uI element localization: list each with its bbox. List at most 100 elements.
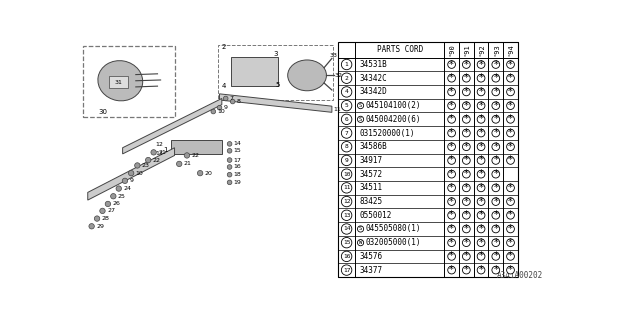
Text: 5: 5: [275, 82, 280, 88]
Text: 16: 16: [343, 254, 350, 259]
Text: 9: 9: [345, 158, 348, 163]
Text: *: *: [493, 210, 498, 220]
Text: *: *: [479, 224, 483, 234]
Text: *: *: [449, 128, 454, 138]
Text: 15: 15: [343, 240, 350, 245]
Circle shape: [492, 239, 500, 246]
Circle shape: [211, 109, 216, 114]
Text: 13: 13: [155, 151, 163, 156]
Text: 34572: 34572: [359, 170, 382, 179]
Text: 34342D: 34342D: [359, 87, 387, 96]
Circle shape: [448, 88, 456, 96]
Circle shape: [448, 170, 456, 178]
Circle shape: [492, 252, 500, 260]
Text: 13: 13: [343, 213, 350, 218]
Text: *: *: [449, 169, 454, 179]
Circle shape: [227, 148, 232, 153]
Text: 31: 31: [115, 80, 123, 85]
Text: *: *: [464, 156, 468, 165]
Text: *: *: [464, 196, 468, 207]
Text: *: *: [508, 196, 513, 207]
Text: *: *: [479, 169, 483, 179]
Text: 16: 16: [234, 164, 241, 170]
Text: *: *: [449, 73, 454, 83]
Circle shape: [477, 88, 485, 96]
Circle shape: [448, 102, 456, 109]
Text: 032005000(1): 032005000(1): [365, 238, 420, 247]
Text: *: *: [493, 183, 498, 193]
Polygon shape: [88, 148, 175, 200]
Text: 17: 17: [343, 268, 350, 273]
Text: *: *: [464, 265, 468, 275]
Text: 10: 10: [217, 109, 225, 114]
Text: *: *: [479, 128, 483, 138]
Text: *: *: [493, 265, 498, 275]
Text: *: *: [508, 128, 513, 138]
Circle shape: [448, 61, 456, 68]
Text: *: *: [508, 60, 513, 69]
Circle shape: [448, 225, 456, 233]
Text: 21: 21: [158, 150, 166, 155]
Text: *: *: [508, 183, 513, 193]
Text: 27: 27: [107, 208, 115, 213]
Text: *: *: [464, 100, 468, 111]
Text: '93: '93: [493, 44, 499, 56]
Circle shape: [448, 116, 456, 123]
Circle shape: [341, 155, 352, 166]
Circle shape: [341, 210, 352, 220]
Text: *: *: [464, 128, 468, 138]
Text: *: *: [493, 196, 498, 207]
Text: 14: 14: [234, 141, 241, 146]
Text: 7: 7: [230, 96, 234, 101]
Circle shape: [492, 88, 500, 96]
Text: *: *: [449, 238, 454, 248]
Text: 34342C: 34342C: [359, 74, 387, 83]
Text: *: *: [464, 238, 468, 248]
Ellipse shape: [98, 61, 143, 101]
Text: *: *: [479, 196, 483, 207]
Circle shape: [448, 239, 456, 246]
Circle shape: [358, 116, 364, 123]
Circle shape: [230, 99, 235, 104]
Bar: [83, 46, 175, 117]
Text: *: *: [508, 210, 513, 220]
Text: 031520000(1): 031520000(1): [359, 129, 415, 138]
Text: *: *: [479, 156, 483, 165]
Circle shape: [463, 156, 470, 164]
Text: *: *: [479, 252, 483, 261]
Circle shape: [341, 141, 352, 152]
Circle shape: [492, 143, 500, 151]
Circle shape: [507, 74, 515, 82]
Text: *: *: [508, 87, 513, 97]
Text: PARTS CORD: PARTS CORD: [376, 45, 423, 54]
Circle shape: [463, 61, 470, 68]
Circle shape: [227, 165, 232, 169]
Text: *: *: [479, 73, 483, 83]
Text: 28: 28: [102, 216, 109, 221]
Text: *: *: [508, 265, 513, 275]
Text: 10: 10: [343, 172, 350, 177]
Circle shape: [448, 184, 456, 192]
Text: 0550012: 0550012: [359, 211, 392, 220]
Text: *: *: [464, 183, 468, 193]
Circle shape: [477, 74, 485, 82]
Circle shape: [507, 143, 515, 151]
Text: 6: 6: [345, 117, 348, 122]
Circle shape: [507, 61, 515, 68]
Bar: [231, 57, 278, 86]
Circle shape: [492, 61, 500, 68]
Circle shape: [477, 198, 485, 205]
Text: *: *: [479, 87, 483, 97]
Text: 29: 29: [96, 224, 104, 229]
Text: 32: 32: [334, 73, 342, 78]
Text: *: *: [508, 224, 513, 234]
Text: 22: 22: [153, 157, 161, 163]
Text: *: *: [493, 60, 498, 69]
Bar: [109, 76, 128, 88]
Circle shape: [463, 266, 470, 274]
Circle shape: [94, 216, 100, 221]
Circle shape: [341, 73, 352, 84]
Text: 8: 8: [237, 99, 241, 104]
Text: *: *: [479, 265, 483, 275]
Circle shape: [477, 170, 485, 178]
